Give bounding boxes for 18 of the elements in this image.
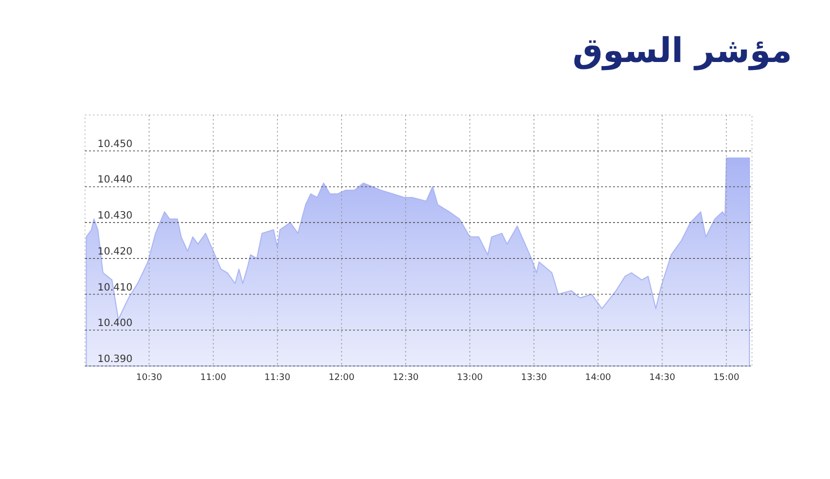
x-tick-label: 15:00	[713, 373, 740, 383]
y-tick-label: 10.410	[98, 282, 132, 294]
x-tick-label: 13:00	[456, 373, 484, 383]
y-tick-label: 10.420	[98, 246, 132, 258]
x-tick-label: 14:30	[649, 373, 676, 383]
y-tick-label: 10.400	[98, 318, 132, 330]
y-tick-label: 10.450	[98, 138, 132, 150]
y-tick-label: 10.390	[98, 354, 132, 365]
x-tick-label: 10:30	[136, 373, 162, 383]
x-tick-label: 11:00	[200, 373, 227, 383]
y-tick-label: 10.430	[98, 210, 132, 222]
x-tick-label: 13:30	[520, 373, 548, 383]
x-tick-label: 12:00	[328, 373, 355, 383]
x-tick-label: 11:30	[264, 373, 291, 383]
x-tick-label: 14:00	[585, 373, 612, 383]
y-tick-label: 10.440	[98, 174, 132, 186]
x-tick-label: 12:30	[392, 373, 419, 383]
chart-title: مؤشر السوق	[572, 31, 792, 71]
